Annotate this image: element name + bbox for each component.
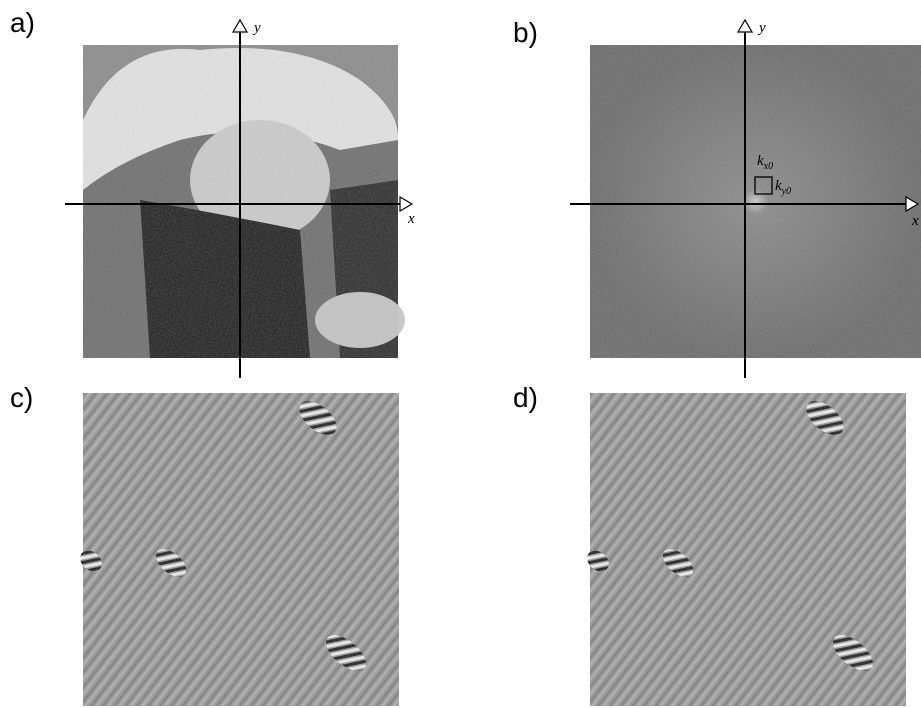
x-axis-label: x bbox=[911, 213, 919, 229]
panel-c: c) bbox=[10, 382, 399, 706]
ky-sub: y0 bbox=[781, 186, 791, 197]
filtered-image bbox=[76, 393, 399, 706]
figure: a) y x b) y x kx0 ky0 c) d) bbox=[0, 0, 921, 708]
panel-b: b) y x kx0 ky0 bbox=[513, 17, 921, 378]
panel-label: a) bbox=[10, 7, 35, 38]
spectrum bbox=[590, 45, 921, 358]
y-arrow bbox=[233, 20, 247, 32]
photo bbox=[83, 45, 405, 358]
panel-label: c) bbox=[10, 382, 33, 413]
kx-sub: x0 bbox=[763, 161, 773, 172]
x-axis-label: x bbox=[407, 211, 415, 227]
panel-label: b) bbox=[513, 17, 538, 48]
x-arrow bbox=[400, 197, 412, 211]
y-axis-label: y bbox=[757, 20, 766, 36]
panel-a: a) y x bbox=[10, 7, 415, 378]
panel-d: d) bbox=[513, 382, 906, 706]
y-arrow bbox=[738, 20, 752, 32]
y-axis-label: y bbox=[252, 20, 261, 36]
panel-label: d) bbox=[513, 382, 538, 413]
filtered-image bbox=[583, 393, 906, 706]
